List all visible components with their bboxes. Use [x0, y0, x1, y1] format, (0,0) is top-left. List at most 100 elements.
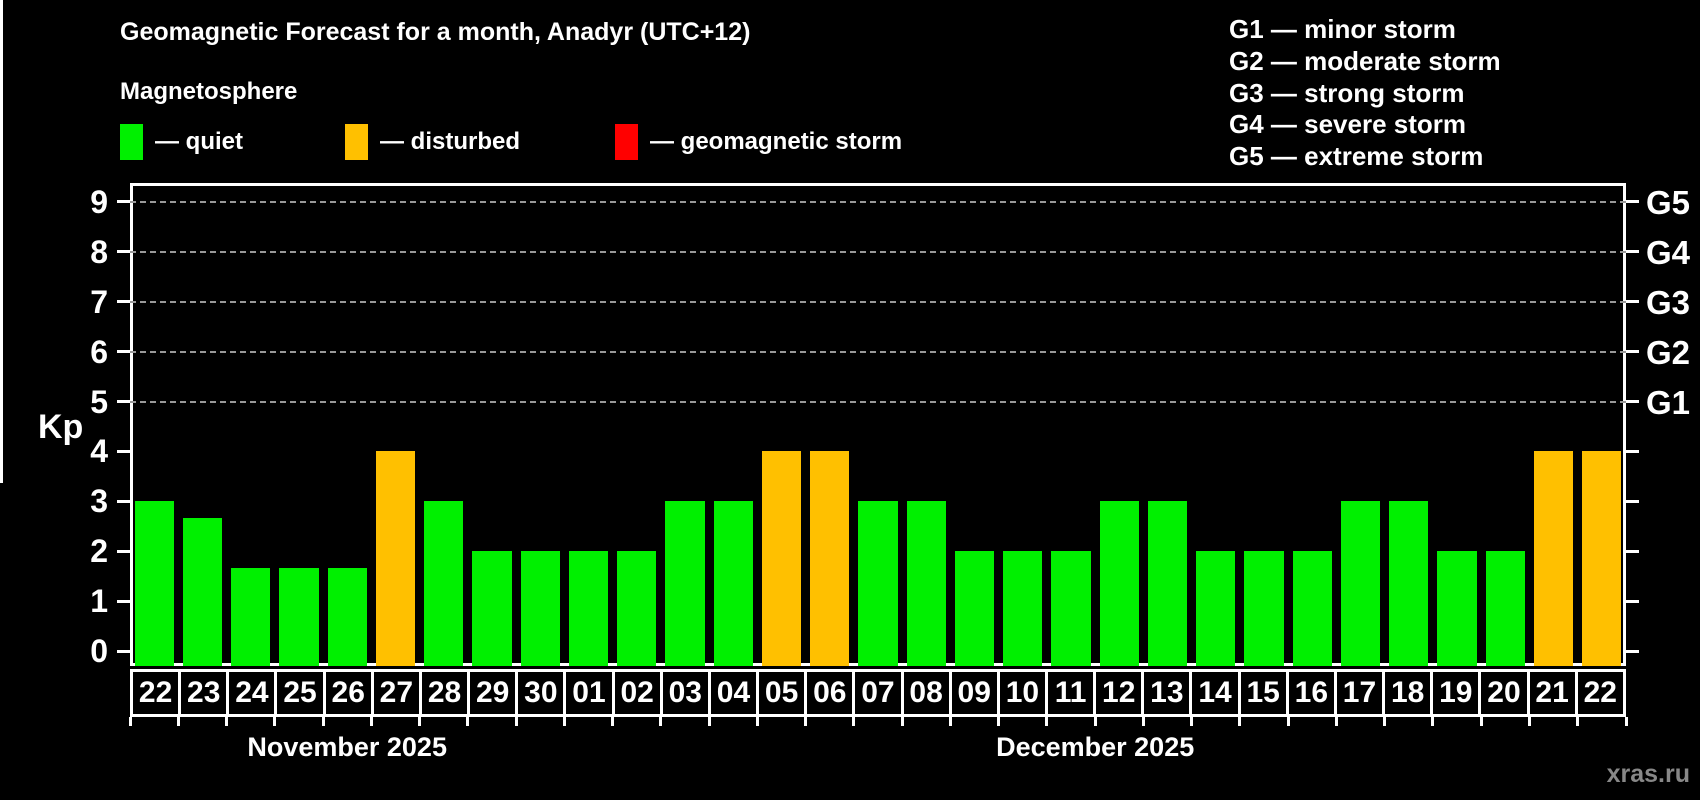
watermark-xras: xras.ru [1606, 760, 1690, 788]
day-label-26: 26 [326, 672, 374, 714]
day-boundary-tick [852, 717, 856, 726]
kp-bar-day-26 [327, 567, 367, 666]
day-label-03: 03 [663, 672, 711, 714]
day-label-10: 10 [1000, 672, 1048, 714]
y-tick-label-1: 1 [90, 583, 108, 620]
day-label-28: 28 [422, 672, 471, 714]
day-label-25: 25 [277, 672, 326, 714]
day-axis-row: 22 23 24 25 26 27 28 29 30 01 02 03 04 05 06 07 08 09 10 11… [130, 669, 1626, 717]
y-tick-label-5: 5 [90, 383, 108, 420]
y-tick-right-0 [1626, 649, 1639, 653]
day-boundary-tick [1141, 717, 1145, 726]
kp-bar-day-30 [520, 551, 560, 666]
day-boundary-tick [900, 717, 904, 726]
day-boundary-tick [804, 717, 808, 726]
y-tick-right-1 [1626, 599, 1639, 603]
y-tick-left-0 [117, 649, 130, 653]
y-tick-left-2 [117, 549, 130, 553]
gridline-kp9 [130, 200, 1626, 203]
y-tick-label-8: 8 [90, 233, 108, 270]
y-tick-right-6 [1626, 350, 1639, 354]
day-boundary-tick [225, 717, 229, 726]
storm-scale-line-g1: G1 — minor storm [1229, 14, 1456, 44]
kp-bar-day-10 [1003, 551, 1043, 666]
day-boundary-tick [562, 717, 566, 726]
day-label-01: 01 [566, 672, 615, 714]
kp-bar-day-11 [1051, 551, 1091, 666]
y-tick-label-4: 4 [90, 433, 108, 470]
kp-bar-day-03 [665, 501, 705, 666]
y-tick-right-9 [1626, 200, 1639, 204]
day-label-30: 30 [518, 672, 567, 714]
day-label-17: 17 [1337, 672, 1386, 714]
kp-bar-day-07 [858, 501, 898, 666]
day-label-13: 13 [1144, 672, 1193, 714]
y-tick-left-7 [117, 300, 130, 304]
day-label-20: 20 [1481, 672, 1530, 714]
g-level-label-g3: G3 [1646, 283, 1691, 321]
storm-scale-line-g3: G3 — strong storm [1229, 77, 1465, 108]
g-level-label-g4: G4 [1646, 233, 1691, 271]
g-level-label-g1: G1 [1646, 383, 1691, 421]
kp-axis-label: Kp [38, 408, 84, 446]
day-boundary-tick [948, 717, 952, 726]
day-label-23: 23 [181, 672, 230, 714]
y-tick-left-4 [117, 449, 130, 453]
kp-bar-day-01 [568, 551, 609, 666]
day-boundary-tick [1286, 717, 1290, 726]
kp-bar-day-12 [1099, 501, 1139, 666]
legend-swatch-disturbed [345, 124, 368, 160]
y-tick-left-3 [117, 499, 130, 503]
storm-scale-line-g2: G2 — moderate storm [1229, 45, 1501, 76]
day-boundary-tick [1383, 717, 1387, 726]
day-boundary-tick [611, 717, 615, 726]
gridline-kp7 [130, 300, 1626, 303]
y-tick-label-0: 0 [90, 633, 108, 669]
day-label-29: 29 [470, 672, 519, 714]
kp-bar-day-23 [182, 517, 222, 666]
y-tick-right-2 [1626, 549, 1639, 553]
day-boundary-tick [1093, 717, 1097, 726]
storm-scale-legend: G1 — minor storm G2 — moderate storm G3 — … [1229, 14, 1501, 173]
kp-bar-day-13 [1147, 501, 1188, 666]
kp-bar-day-14 [1196, 551, 1236, 666]
y-tick-right-4 [1626, 449, 1639, 453]
kp-bar-day-28 [424, 501, 464, 666]
gridline-kp8 [130, 250, 1626, 253]
kp-bar-day-29 [472, 551, 512, 666]
day-boundary-tick [1527, 717, 1531, 726]
kp-bar-day-20 [1485, 551, 1525, 666]
storm-scale-line-g5: G5 — extreme storm [1229, 141, 1484, 172]
storm-scale-line-g4: G4 — severe storm [1229, 109, 1467, 140]
day-label-16: 16 [1289, 672, 1337, 714]
day-boundary-tick [1045, 717, 1049, 726]
day-boundary-tick [176, 717, 180, 726]
day-label-22: 22 [133, 672, 182, 714]
kp-bar-day-06 [810, 451, 850, 666]
kp-bar-day-16 [1292, 551, 1332, 666]
day-label-02: 02 [615, 672, 663, 714]
day-label-07: 07 [855, 672, 904, 714]
legend-label-storm: — geomagnetic storm [650, 128, 903, 155]
legend-swatch-storm [615, 124, 638, 160]
day-label-21: 21 [1530, 672, 1578, 714]
legend-swatch-quiet [120, 124, 143, 160]
y-tick-right-7 [1626, 300, 1639, 304]
day-label-24: 24 [229, 672, 278, 714]
day-label-15: 15 [1241, 672, 1289, 714]
day-label-09: 09 [952, 672, 1000, 714]
y-tick-left-6 [117, 350, 130, 354]
day-label-14: 14 [1192, 672, 1241, 714]
day-label-18: 18 [1385, 672, 1434, 714]
subtitle-magnetosphere: Magnetosphere [120, 78, 298, 105]
y-tick-label-2: 2 [90, 533, 108, 570]
gridline-kp5 [130, 400, 1626, 403]
day-label-27: 27 [374, 672, 422, 714]
y-tick-left-8 [117, 250, 130, 254]
kp-bar-day-17 [1340, 501, 1381, 666]
day-boundary-tick [1334, 717, 1338, 726]
month-separator-line [0, 0, 3, 483]
day-boundary-tick [997, 717, 1001, 726]
day-boundary-tick [1576, 717, 1580, 726]
